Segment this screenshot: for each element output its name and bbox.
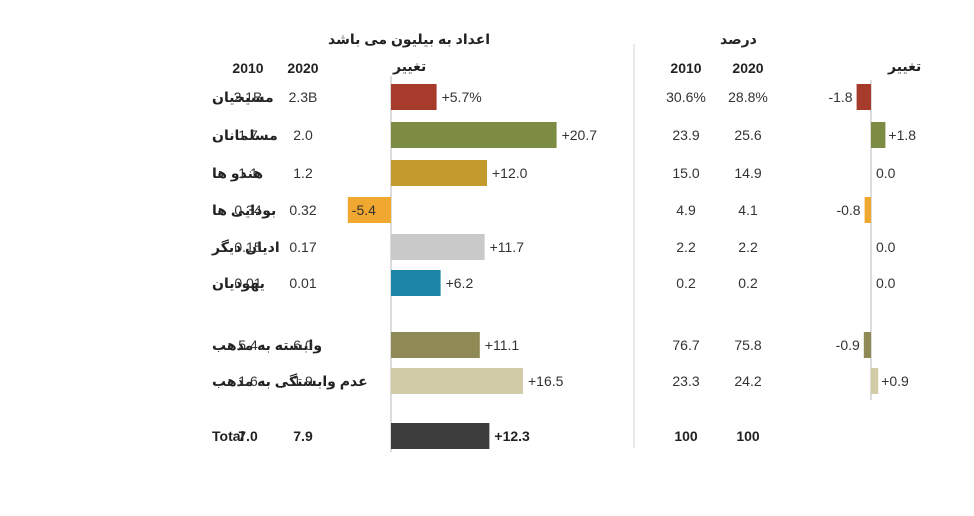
value-2010: 5.4 — [238, 337, 258, 353]
row-label: وابسته به مذهب — [212, 337, 322, 354]
change-title: تغییر — [392, 58, 426, 75]
percent-2020: 2.2 — [738, 239, 758, 255]
value-2010: 1.7 — [238, 127, 258, 143]
value-2020: 0.17 — [289, 239, 316, 255]
change-label: +20.7 — [562, 127, 598, 143]
percent-2020: 14.9 — [734, 165, 761, 181]
value-2010: 0.01 — [234, 275, 261, 291]
value-2020: 2.0 — [293, 127, 313, 143]
row-label: هندو ها — [212, 165, 263, 182]
change-label: +11.1 — [485, 337, 520, 353]
row-label: یهودیان — [212, 275, 265, 292]
change-bar — [391, 368, 523, 394]
percent-change-label: -0.9 — [836, 337, 860, 353]
percent-change-title: تغییر — [887, 58, 921, 75]
change-bar — [391, 160, 487, 186]
value-2020: 1.9 — [293, 373, 313, 389]
percent-change-label: 0.0 — [876, 239, 896, 255]
row-label: ادیان دیگر — [211, 239, 280, 256]
percent-2010: 2.2 — [676, 239, 696, 255]
value-2020: 0.01 — [289, 275, 316, 291]
row-label: بودایی ها — [212, 202, 276, 219]
percent-change-label: +1.8 — [888, 127, 916, 143]
percent-2020: 24.2 — [734, 373, 761, 389]
percent-2020: 4.1 — [738, 202, 758, 218]
percent-change-label: 0.0 — [876, 165, 896, 181]
value-2010: 1.6 — [238, 373, 258, 389]
percent-change-label: +0.9 — [881, 373, 909, 389]
value-2020: 6.0 — [293, 337, 313, 353]
change-label: +5.7% — [442, 89, 482, 105]
percent-2020: 25.6 — [734, 127, 761, 143]
percent-2010: 4.9 — [676, 202, 696, 218]
change-label: +11.7 — [490, 239, 525, 255]
percent-2020: 28.8% — [728, 89, 768, 105]
percent-change-label: 0.0 — [876, 275, 896, 291]
percent-change-bar — [856, 84, 871, 110]
headers: اعداد به بیلیون می باشد تغییر درصد تغییر… — [232, 31, 921, 76]
percent-2010: 23.9 — [672, 127, 699, 143]
value-2010: 1.1 — [238, 165, 258, 181]
percent-2010: 100 — [674, 428, 698, 444]
count-year-2020: 2020 — [287, 60, 318, 76]
percent-year-2010: 2010 — [670, 60, 701, 76]
counts-title: اعداد به بیلیون می باشد — [328, 31, 490, 48]
row-label: عدم وابستگی به مذهب — [212, 373, 368, 390]
value-2010: 7.0 — [238, 428, 258, 444]
row-label: Total — [212, 428, 244, 444]
percent-2020: 100 — [736, 428, 760, 444]
percent-change-label: -1.8 — [828, 89, 852, 105]
change-label: +12.3 — [494, 428, 530, 444]
value-2010: 0.15 — [234, 239, 261, 255]
value-2020: 0.32 — [289, 202, 316, 218]
row-label: مسلمانان — [212, 127, 278, 143]
percent-change-bar — [863, 332, 871, 358]
percent-2010: 76.7 — [672, 337, 699, 353]
percent-title: درصد — [720, 31, 757, 47]
change-bar — [391, 122, 557, 148]
value-2010: 0.34 — [234, 202, 261, 218]
value-2010: 2.1B — [234, 89, 263, 105]
change-bar — [391, 270, 441, 296]
change-label: +16.5 — [528, 373, 564, 389]
change-label: -5.4 — [352, 202, 376, 218]
percent-2010: 0.2 — [676, 275, 696, 291]
percent-2010: 30.6% — [666, 89, 706, 105]
percent-2020: 0.2 — [738, 275, 758, 291]
change-label: +12.0 — [492, 165, 528, 181]
change-bar — [391, 84, 437, 110]
row-label: مسیحیان — [212, 89, 274, 105]
percent-2010: 15.0 — [672, 165, 699, 181]
value-2020: 1.2 — [293, 165, 313, 181]
change-bar — [391, 234, 485, 260]
value-2020: 7.9 — [293, 428, 313, 444]
percent-2020: 75.8 — [734, 337, 761, 353]
percent-change-bar — [871, 368, 879, 394]
percent-change-label: -0.8 — [836, 202, 860, 218]
count-year-2010: 2010 — [232, 60, 263, 76]
percent-change-bar — [864, 197, 871, 223]
change-bar — [347, 197, 391, 223]
change-bar — [391, 332, 480, 358]
value-2020: 2.3B — [289, 89, 318, 105]
percent-change-bar — [871, 122, 886, 148]
change-bar — [391, 423, 490, 449]
percent-year-2020: 2020 — [732, 60, 763, 76]
change-label: +6.2 — [446, 275, 474, 291]
percent-2010: 23.3 — [672, 373, 699, 389]
